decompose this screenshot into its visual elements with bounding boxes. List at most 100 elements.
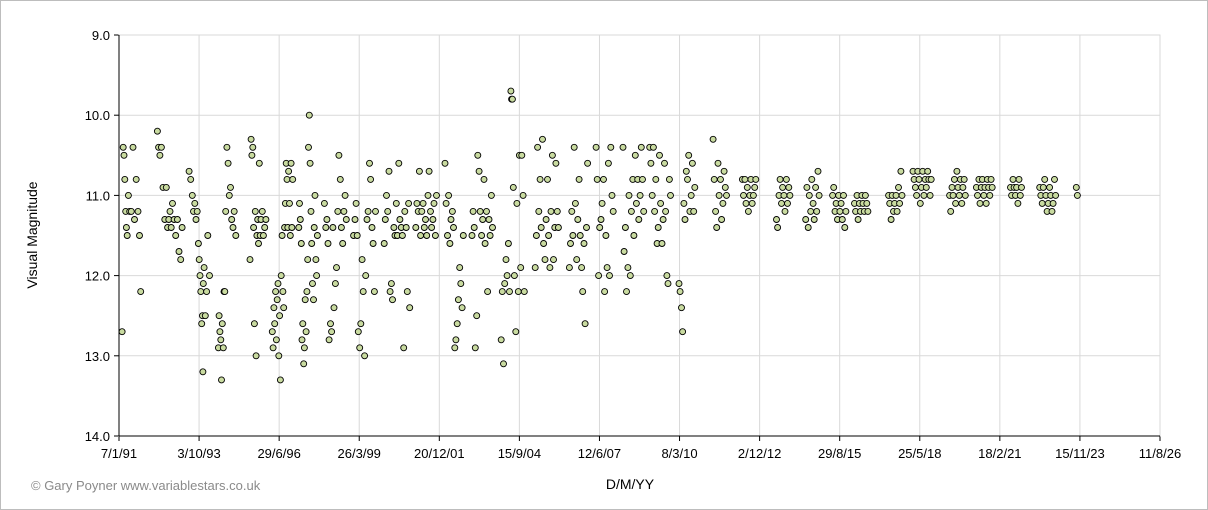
data-point (247, 135, 255, 143)
data-point (949, 191, 957, 199)
data-point (773, 216, 780, 223)
data-point (361, 352, 369, 360)
data-point (412, 224, 420, 231)
data-point (517, 264, 525, 272)
data-point (249, 143, 257, 151)
data-point (268, 328, 276, 336)
data-point (916, 199, 924, 207)
y-tick-label: 12.0 (85, 269, 110, 284)
x-tick-label: 11/8/26 (1139, 446, 1181, 461)
data-point (812, 183, 820, 191)
data-point (487, 191, 495, 199)
data-point (497, 336, 505, 344)
data-point (776, 175, 784, 183)
data-point (715, 191, 723, 199)
data-point (593, 175, 601, 183)
data-point (369, 240, 377, 247)
data-point (895, 183, 902, 191)
data-point (519, 191, 527, 199)
data-point (580, 240, 588, 247)
y-tick-label: 10.0 (85, 108, 110, 123)
data-point (313, 232, 321, 239)
data-point (815, 191, 823, 199)
data-point (714, 159, 722, 167)
data-point (199, 280, 207, 288)
data-point (153, 127, 161, 135)
data-point (300, 360, 308, 368)
data-point (854, 216, 862, 223)
data-point (433, 191, 440, 199)
y-axis-title: Visual Magnitude (24, 181, 40, 288)
data-point (892, 191, 900, 199)
data-point (250, 320, 258, 328)
data-point (952, 199, 960, 207)
data-point (333, 264, 340, 272)
data-point (430, 199, 438, 207)
data-point (389, 296, 396, 304)
data-point (648, 191, 656, 199)
data-point (489, 224, 496, 231)
data-point (218, 320, 226, 328)
data-point (230, 207, 238, 215)
data-point (195, 256, 203, 264)
data-point (720, 167, 728, 175)
data-point (252, 352, 260, 360)
data-point (1039, 183, 1047, 191)
data-point (468, 232, 476, 239)
data-point (219, 344, 227, 352)
data-point (451, 344, 459, 352)
data-point (922, 183, 930, 191)
data-point (217, 336, 225, 344)
data-point (657, 199, 665, 207)
data-point (719, 199, 727, 207)
data-point (748, 199, 756, 207)
data-point (498, 288, 506, 296)
data-point (974, 191, 981, 199)
data-point (1041, 175, 1049, 183)
data-point (596, 224, 604, 231)
data-point (534, 143, 542, 151)
data-point (283, 175, 291, 183)
data-point (710, 175, 718, 183)
data-point (623, 288, 630, 296)
data-point (261, 224, 269, 231)
data-point (310, 224, 318, 231)
data-point (320, 199, 328, 207)
data-point (444, 232, 451, 239)
data-point (203, 288, 211, 296)
data-point (663, 272, 671, 280)
data-point (713, 224, 721, 231)
data-point (353, 232, 361, 239)
data-point (840, 191, 847, 199)
data-point (986, 191, 994, 199)
data-point (920, 191, 928, 199)
data-point (778, 199, 785, 207)
data-point (785, 183, 793, 191)
data-point (269, 344, 277, 352)
data-point (271, 320, 279, 328)
data-point (216, 328, 224, 336)
data-point (639, 175, 646, 183)
data-point (601, 288, 609, 296)
data-point (276, 312, 284, 320)
data-point (385, 167, 393, 175)
data-point (1073, 191, 1081, 199)
data-point (531, 264, 539, 272)
data-point (542, 216, 550, 223)
data-point (457, 280, 465, 288)
data-point (380, 240, 388, 247)
data-point (232, 232, 240, 239)
data-point (574, 216, 582, 223)
data-point (927, 175, 935, 183)
x-axis-title: D/M/YY (606, 476, 655, 492)
data-point (948, 183, 956, 191)
data-point (607, 143, 615, 151)
data-point (279, 288, 287, 296)
data-point (603, 264, 611, 272)
data-point (354, 328, 362, 336)
data-point (740, 191, 747, 199)
data-point (510, 272, 518, 280)
data-point (782, 175, 790, 183)
data-point (194, 240, 202, 247)
data-point (367, 175, 375, 183)
